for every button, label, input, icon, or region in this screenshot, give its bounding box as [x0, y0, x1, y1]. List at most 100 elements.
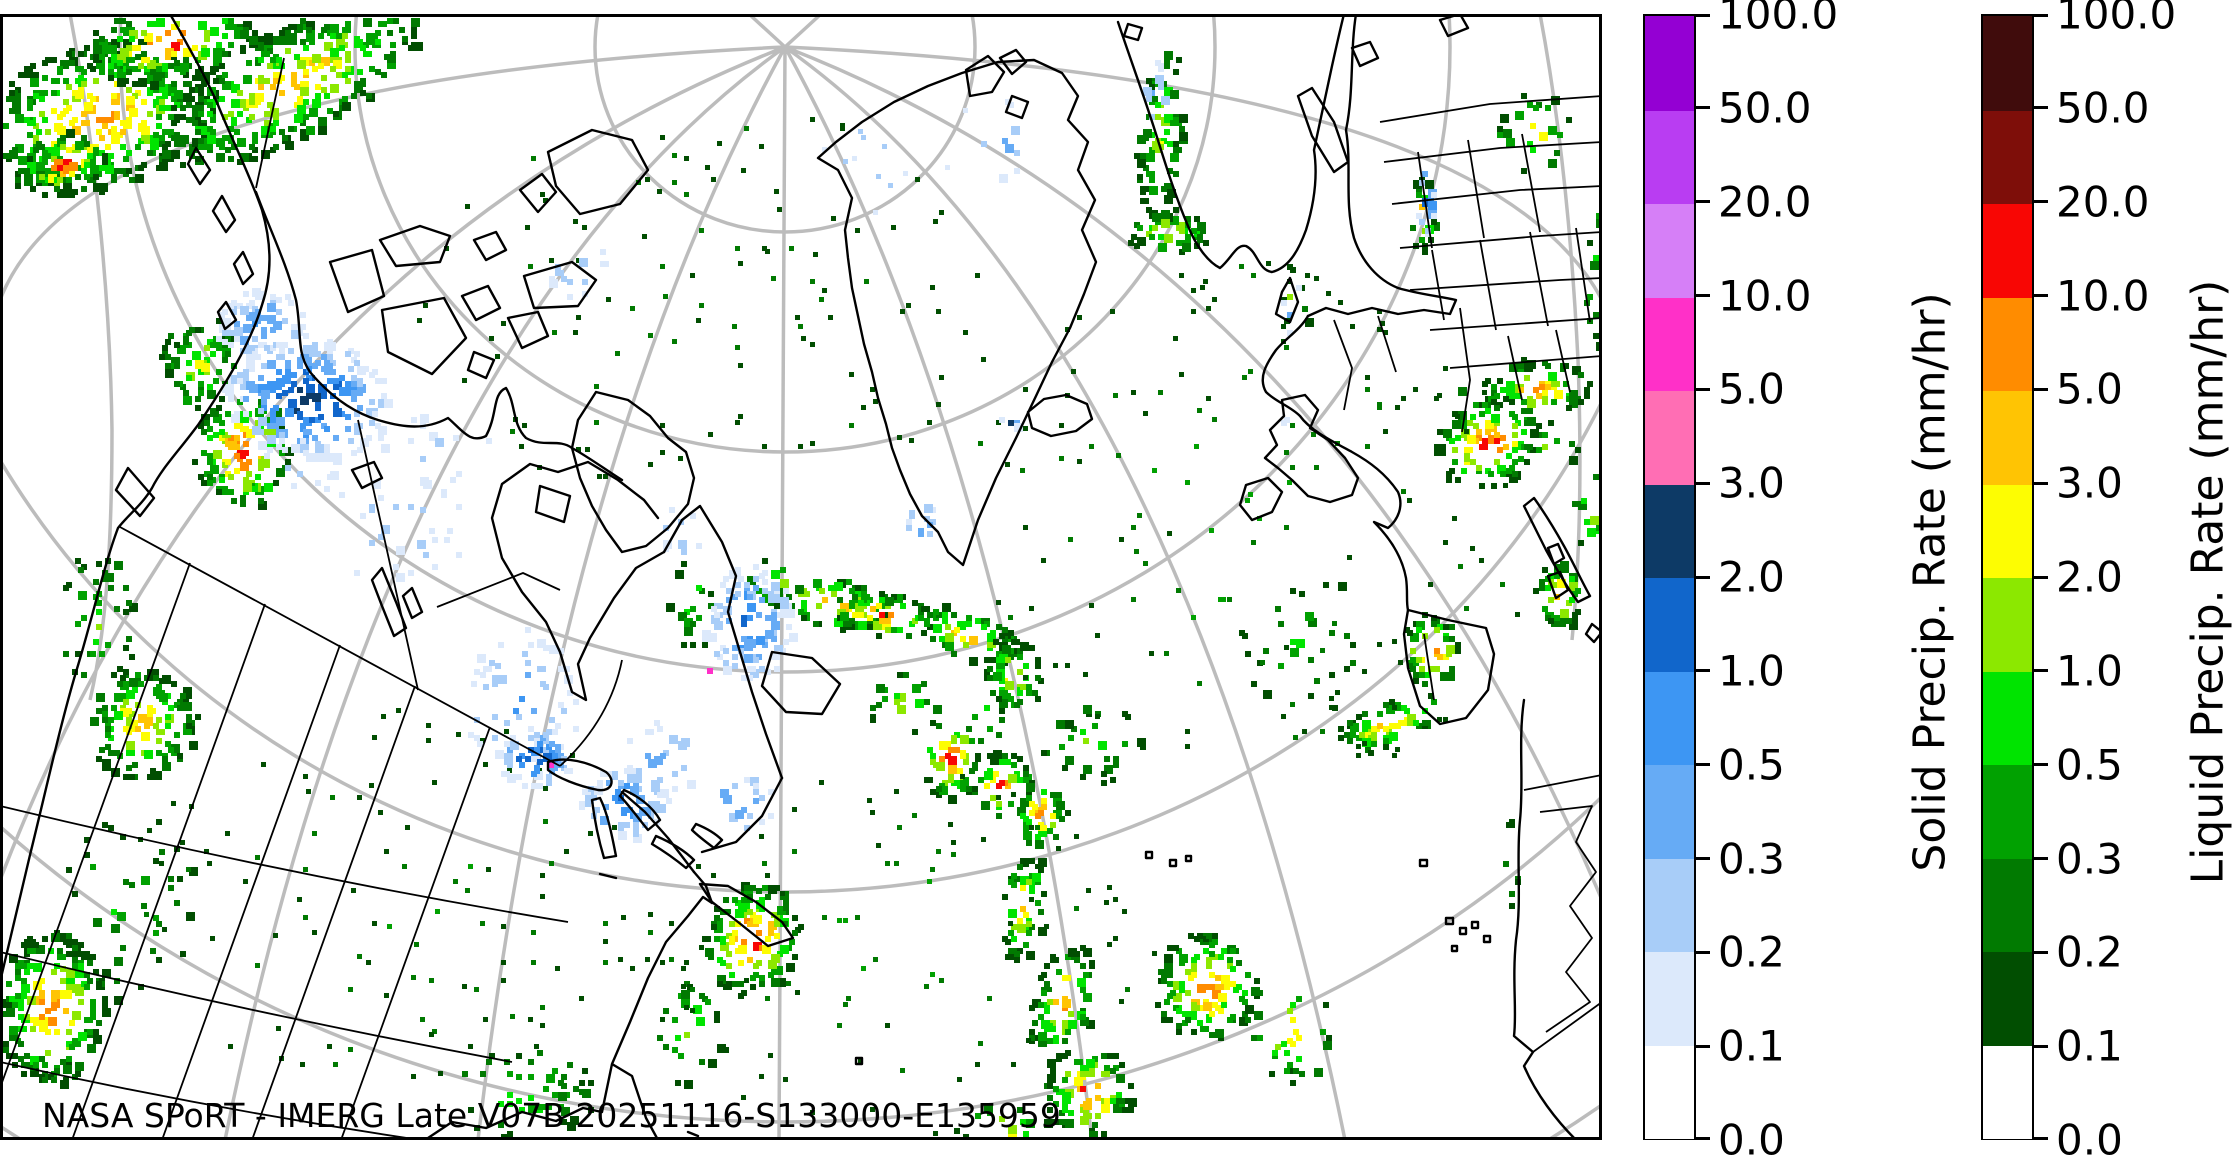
- precip-blob-iceland-snow: [999, 417, 1023, 432]
- colorbar-tick-label: 0.3: [2056, 834, 2123, 883]
- precip-blob-blacksea-cluster: [1524, 420, 1581, 465]
- precip-blob-gulf-alaska-core: [18, 129, 108, 192]
- precip-blob-atl-front-e: [1041, 705, 1146, 786]
- precip-blob-atl-front-nw: [870, 672, 942, 735]
- colorbar-tick-label: 0.2: [2056, 927, 2123, 977]
- heavy-snow-dot: [548, 762, 554, 768]
- coast-newfoundland: [760, 650, 842, 716]
- colorbar-tick-label: 2.0: [1718, 552, 1785, 602]
- political-border-layer: [0, 57, 1602, 1140]
- coast-alaska-west: [0, 14, 271, 984]
- colorbar-tick-mark: [1696, 14, 1710, 17]
- island-dots: [598, 850, 1492, 1138]
- coast-arctic-islands: [328, 128, 650, 524]
- colorbar-tick-label: 50.0: [2056, 83, 2150, 133]
- precip-blob-atl-bottom1: [1044, 1053, 1137, 1140]
- colorbar-tick-label: 0.0: [2056, 1115, 2123, 1165]
- border-us-states: [0, 562, 569, 1140]
- colorbar-tick-label: 100.0: [2056, 0, 2177, 39]
- colorbar-tick-mark: [2034, 387, 2048, 391]
- coast-us-east-gulf-florida: [423, 870, 714, 1140]
- precip-blob-novascotia-tail: [657, 981, 729, 1089]
- colorbar-segment: [1983, 390, 2032, 485]
- colorbar-tick-label: 1.0: [2056, 646, 2123, 696]
- border-africa: [1523, 774, 1602, 1053]
- colorbar-tick-mark: [1696, 857, 1710, 860]
- colorbar-tick-label: 0.5: [2056, 740, 2123, 790]
- precip-blob-nfld-snow: [720, 777, 774, 831]
- colorbar-segment: [1645, 390, 1694, 485]
- colorbar-tick-mark: [2034, 950, 2048, 954]
- precip-blob-scotland-snow: [1281, 417, 1290, 426]
- precip-blob-na-specks: [138, 708, 674, 1079]
- precip-blob-bc-coast-n: [159, 318, 237, 411]
- precip-blob-greenland-arc-core: [837, 594, 933, 639]
- graticule-layer: [0, 14, 1602, 1140]
- colorbar-solid: 0.0 0.1 0.2 0.3 0.5 1.0 2.0 3.0 5.0 10.0 20.0 50.0 1…: [1643, 0, 1943, 1165]
- coast-arctic-mainland: [254, 190, 624, 482]
- colorbar-solid-bar: [1643, 14, 1696, 1140]
- border-europe-mesh: [1333, 95, 1602, 433]
- coast-africa-northwest: [1512, 698, 1578, 1140]
- colorbar-tick-mark: [1696, 481, 1710, 485]
- coast-baffin-island: [570, 390, 696, 554]
- coast-ireland: [1238, 476, 1284, 522]
- coast-labrador-ungava: [662, 504, 784, 780]
- coastline-layer: [0, 14, 1602, 1140]
- precip-blob-norway-coast: [1134, 51, 1188, 219]
- colorbar-tick-mark: [2034, 1044, 2048, 1048]
- coast-iceland: [1026, 393, 1094, 438]
- colorbar-tick-mark: [2034, 200, 2048, 204]
- colorbar-tick-label: 3.0: [2056, 458, 2123, 508]
- coast-panhandle-islands: [114, 146, 255, 518]
- colorbar-tick-label: 2.0: [2056, 552, 2123, 602]
- colorbar-tick-mark: [1696, 763, 1710, 767]
- precip-blob-svalbard-snow: [981, 99, 1020, 183]
- colorbar-tick-mark: [2034, 481, 2048, 485]
- precip-blob-stlawrence-snow: [627, 720, 696, 798]
- colorbar-segment: [1983, 109, 2032, 204]
- precip-blob-atl-band-s2: [1029, 945, 1095, 1068]
- border-alaska-yukon: [255, 57, 285, 189]
- map-frame: [0, 14, 1602, 1140]
- precip-blob-atl-band-s1: [1002, 858, 1047, 963]
- colorbar-tick-label: 1.0: [1718, 646, 1785, 696]
- colorbar-tick-label: 0.3: [1718, 834, 1785, 883]
- precip-blob-skagerrak-cluster: [1128, 207, 1209, 255]
- colorbar-tick-label: 10.0: [2056, 271, 2150, 320]
- precip-blob-plains-specks: [462, 1050, 594, 1140]
- coast-europe-west: [1261, 314, 1410, 612]
- colorbar-segment: [1645, 951, 1694, 1046]
- precip-blob-norway-snow: [1143, 60, 1170, 120]
- colorbar-segment: [1645, 670, 1694, 765]
- coast-great-lakes: [546, 758, 724, 870]
- precip-blob-greenland-n-specks: [822, 108, 968, 215]
- colorbar-liquid: 0.0 0.1 0.2 0.3 0.5 1.0 2.0 3.0 5.0 10.0 20.0 50.0 1…: [1981, 0, 2237, 1165]
- colorbar-tick-label: 0.5: [1718, 740, 1785, 790]
- coast-canada-lakes: [350, 460, 424, 638]
- heavy-snow-dot: [707, 668, 713, 674]
- colorbar-segment: [1983, 764, 2032, 859]
- colorbar-tick-label: 50.0: [1718, 83, 1812, 133]
- colorbar-tick-mark: [1696, 294, 1710, 297]
- precip-blob-gulf-alaska-e: [162, 18, 423, 168]
- liquid-colorbar-label: Liquid Precip. Rate (mm/hr): [2182, 279, 2234, 885]
- colorbar-segment: [1983, 296, 2032, 391]
- colorbar-tick-label: 20.0: [2056, 177, 2150, 227]
- coast-stlawrence-maine: [620, 776, 784, 874]
- colorbar-segment: [1645, 16, 1694, 111]
- colorbar-segment: [1645, 764, 1694, 859]
- colorbar-tick-mark: [2034, 1137, 2048, 1140]
- colorbar-tick-mark: [1696, 200, 1710, 204]
- colorbar-tick-label: 0.1: [1718, 1021, 1785, 1071]
- parallel-circle: [0, 1102, 1602, 1140]
- colorbar-tick-label: 0.0: [1718, 1115, 1785, 1165]
- colorbar-tick-mark: [2034, 669, 2048, 673]
- colorbar-segment: [1983, 483, 2032, 578]
- colorbar-tick-mark: [2034, 14, 2048, 17]
- colorbar-tick-mark: [1696, 1137, 1710, 1140]
- colorbar-segment: [1983, 670, 2032, 765]
- colorbar-tick-mark: [1696, 1044, 1710, 1048]
- precip-blob-california-cluster: [3, 930, 111, 1089]
